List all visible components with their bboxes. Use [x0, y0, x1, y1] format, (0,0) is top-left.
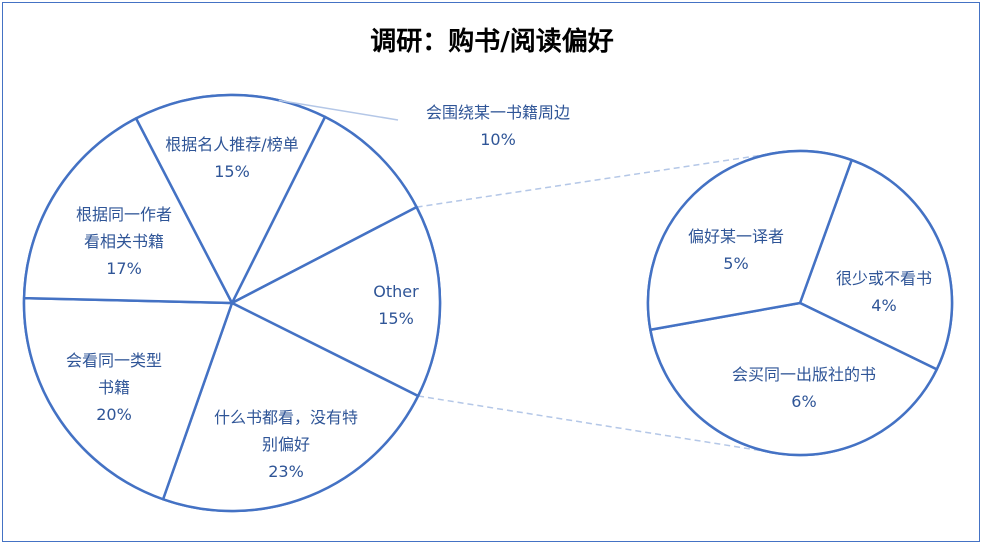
leader-line [278, 99, 399, 121]
main-pie-slice-4 [22, 296, 234, 501]
main-pie-label-1-value: 10% [480, 130, 516, 149]
connector-lines [416, 152, 774, 454]
main-pie [22, 93, 442, 513]
main-pie-label-1: 会围绕某一书籍周边 10% [426, 103, 570, 149]
main-pie-label-2-value: 15% [378, 309, 414, 328]
main-pie-slice-1 [230, 115, 418, 305]
main-pie-label-4-line: 书籍 [98, 378, 130, 397]
sub-pie-label-2-value: 6% [791, 392, 816, 411]
sub-pie-label-3: 偏好某一译者 5% [688, 227, 784, 273]
main-pie-label-3-value: 23% [268, 462, 304, 481]
main-pie-slice-6 [134, 93, 327, 305]
sub-pie-label-1: 很少或不看书 4% [836, 269, 932, 315]
sub-pie-slice-1 [798, 158, 954, 371]
main-pie-label-5: 根据同一作者看相关书籍 17% [76, 205, 172, 278]
main-pie-label-6: 根据名人推荐/榜单 15% [165, 135, 298, 181]
slice-labels: 会围绕某一书籍周边 10% Other 15% 什么书都看，没有特别偏好 23% 会看同一类… [66, 99, 932, 481]
main-pie-slice-2 [230, 205, 442, 398]
main-pie-label-5-line: 看相关书籍 [84, 232, 164, 251]
main-pie-label-1-line: 会围绕某一书籍周边 [426, 103, 570, 122]
main-pie-label-5-line: 根据同一作者 [76, 205, 172, 224]
main-pie-label-4-line: 会看同一类型 [66, 351, 162, 370]
sub-pie-label-2-line: 会买同一出版社的书 [732, 365, 876, 384]
main-pie-label-3-line: 什么书都看，没有特 [214, 408, 358, 427]
connector-line-top [416, 152, 774, 208]
sub-pie-slice-2 [649, 301, 939, 457]
main-pie-label-4: 会看同一类型书籍 20% [66, 351, 162, 424]
main-pie-label-3: 什么书都看，没有特别偏好 23% [214, 408, 358, 481]
main-pie-label-3-line: 别偏好 [262, 435, 310, 454]
secondary-pie [646, 149, 954, 457]
main-pie-label-2-line: Other [373, 282, 419, 301]
main-pie-label-5-value: 17% [106, 259, 142, 278]
sub-pie-slice-3 [646, 149, 853, 331]
sub-pie-label-3-line: 偏好某一译者 [688, 227, 784, 246]
main-pie-slice-3 [161, 301, 420, 513]
sub-pie-label-1-value: 4% [871, 296, 896, 315]
main-pie-label-2: Other 15% [373, 282, 419, 328]
main-pie-label-6-line: 根据名人推荐/榜单 [165, 135, 298, 154]
connector-line-bottom [417, 395, 774, 454]
main-pie-slice-5 [22, 117, 234, 305]
main-pie-label-6-value: 15% [214, 162, 250, 181]
chart-title: 调研：购书/阅读偏好 [370, 26, 614, 57]
sub-pie-label-1-line: 很少或不看书 [836, 269, 932, 288]
main-pie-label-4-value: 20% [96, 405, 132, 424]
sub-pie-label-3-value: 5% [723, 254, 748, 273]
sub-pie-label-2: 会买同一出版社的书 6% [732, 365, 876, 411]
